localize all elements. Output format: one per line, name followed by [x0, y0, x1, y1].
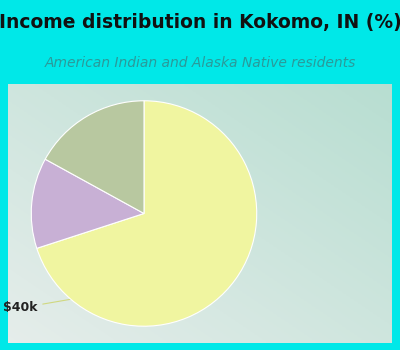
Wedge shape	[31, 159, 144, 248]
Text: American Indian and Alaska Native residents: American Indian and Alaska Native reside…	[44, 56, 356, 70]
Text: $40k: $40k	[3, 272, 232, 315]
Text: Income distribution in Kokomo, IN (%): Income distribution in Kokomo, IN (%)	[0, 13, 400, 32]
Wedge shape	[37, 101, 257, 326]
Wedge shape	[45, 101, 144, 214]
